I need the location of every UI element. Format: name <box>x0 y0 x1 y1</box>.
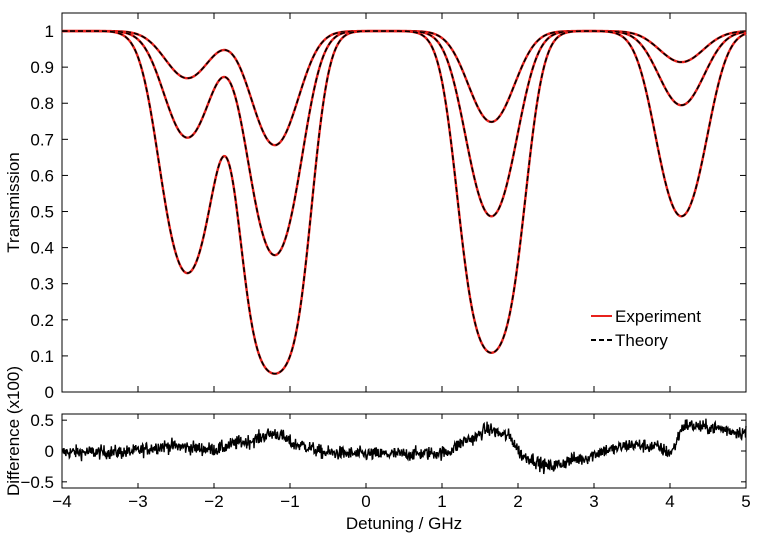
transmission-y-tick-label: 0.2 <box>30 311 54 330</box>
difference-y-tick-label: 0.5 <box>30 411 54 430</box>
theory-line-1 <box>62 30 747 146</box>
difference-series-group <box>61 418 747 475</box>
transmission-y-tick-label: 0.9 <box>30 58 54 77</box>
transmission-y-tick-label: 0.8 <box>30 94 54 113</box>
legend: Experiment Theory <box>591 307 701 350</box>
transmission-series-group <box>62 29 747 375</box>
x-tick-label: 1 <box>437 492 446 511</box>
experiment-line-2 <box>62 29 747 257</box>
transmission-plot-frame <box>61 12 747 393</box>
transmission-y-tick-label: 0.7 <box>30 130 54 149</box>
x-tick-label: 4 <box>665 492 674 511</box>
difference-ticks-group: −4 −3 −2 −1 0 1 2 3 4 5 −0.5 0 0.5 <box>20 411 750 511</box>
transmission-y-tick-label: 0.1 <box>30 347 54 366</box>
difference-axes: −4 −3 −2 −1 0 1 2 3 4 5 −0.5 0 0.5 Difference (x100)… <box>4 366 751 533</box>
transmission-y-axis-label: Transmission <box>4 152 23 252</box>
transmission-ticks-group: 0 0.1 0.2 0.3 0.4 0.5 0.6 0.7 0.8 0.9 1 <box>30 13 747 402</box>
x-tick-label: −1 <box>280 492 299 511</box>
transmission-y-tick-label: 0.3 <box>30 275 54 294</box>
transmission-y-tick-label: 0.5 <box>30 203 54 222</box>
difference-residual-line <box>61 418 747 475</box>
x-axis-label: Detuning / GHz <box>346 514 462 533</box>
transmission-y-tick-label: 0 <box>45 383 54 402</box>
x-tick-label: 3 <box>589 492 598 511</box>
transmission-y-tick-label: 0.6 <box>30 166 54 185</box>
theory-line-2 <box>62 30 747 256</box>
transmission-y-tick-label: 1 <box>45 22 54 41</box>
legend-theory-label: Theory <box>615 331 668 350</box>
transmission-axes: 0 0.1 0.2 0.3 0.4 0.5 0.6 0.7 0.8 0.9 1 Transmissi… <box>4 12 747 402</box>
x-tick-label: 0 <box>361 492 370 511</box>
legend-experiment-label: Experiment <box>615 307 701 326</box>
x-tick-label: −3 <box>128 492 147 511</box>
x-tick-label: −2 <box>204 492 223 511</box>
difference-y-axis-label: Difference (x100) <box>4 366 23 496</box>
theory-line-3 <box>62 30 747 375</box>
difference-y-tick-label: −0.5 <box>20 473 54 492</box>
x-tick-label: 5 <box>741 492 750 511</box>
transmission-y-tick-label: 0.4 <box>30 239 54 258</box>
x-tick-label: 2 <box>513 492 522 511</box>
difference-y-tick-label: 0 <box>45 442 54 461</box>
x-tick-label: −4 <box>52 492 71 511</box>
